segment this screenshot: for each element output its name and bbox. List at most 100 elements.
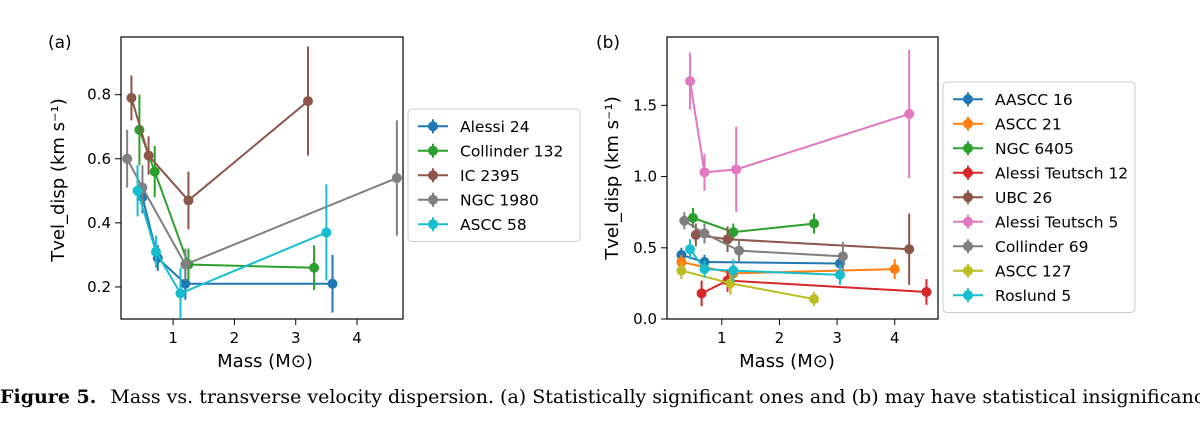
panel-a-series-1 (137, 181, 338, 313)
panel-b-legend-label: ASCC 127 (995, 262, 1072, 280)
panel-a-label: (a) (48, 33, 72, 53)
panel-a-legend-entry: NGC 1980 (418, 191, 539, 209)
panel-b-data-point (690, 229, 701, 240)
panel-a-xtick-label: 1 (168, 329, 178, 347)
caption-label: Figure 5. (0, 386, 97, 408)
panel-a-ytick-label: 0.4 (87, 214, 111, 232)
panel-a-series-line (136, 190, 327, 295)
panel-a-data-point (150, 246, 161, 257)
panel-b-ytick-label: 1.0 (633, 168, 657, 186)
panel-a-series-line (141, 196, 333, 285)
panel-a-series-4 (122, 120, 402, 281)
caption-text: Mass vs. transverse velocity dispersion.… (110, 386, 1200, 408)
panel-a-ylabel: Tvel_disp (km s⁻¹) (48, 98, 69, 263)
panel-b-data-point (834, 269, 845, 280)
panel-b-data-point (699, 264, 710, 275)
panel-a-data-point (309, 262, 320, 273)
panel-b-legend-label: Alessi Teutsch 12 (995, 164, 1128, 182)
panel-b-legend-marker (963, 118, 973, 129)
panel-b-ytick-label: 0.5 (633, 239, 657, 257)
panel-b-legend-entry: Collinder 69 (953, 238, 1088, 256)
panel-b-ytick-label: 0.0 (633, 310, 657, 328)
panel-b-data-point (904, 244, 915, 255)
panel-a-series-line (126, 158, 398, 266)
panel-b-data-point (679, 215, 690, 226)
panel-b-legend-entry: NGC 6405 (953, 140, 1074, 158)
panel-b-data-point (685, 76, 696, 87)
panel-a-legend-entry: Alessi 24 (418, 118, 530, 136)
panel-b-axes-frame (666, 36, 939, 320)
panel-b-data-point (731, 164, 742, 175)
panel-b-legend-entry: UBC 26 (953, 189, 1052, 207)
panel-b-legend-marker (963, 241, 973, 252)
panel-a-xtick-label: 4 (352, 329, 362, 347)
panel-b-xtick-label: 3 (832, 329, 842, 347)
panel-b-data-point (728, 265, 739, 276)
panel-b-legend-marker (963, 167, 973, 178)
panel-b-legend-label: NGC 6405 (995, 140, 1074, 158)
panel-a-data-point (321, 227, 332, 238)
panel-b-legend-frame (942, 81, 1136, 313)
panel-b-ylabel: Tvel_disp (km s⁻¹) (602, 96, 623, 261)
panel-b-series-6 (685, 49, 915, 213)
panel-b-series-3 (687, 207, 820, 241)
panel-a-data-point (391, 173, 402, 183)
panel-b-series-line (692, 216, 815, 234)
panel-b-data-point (696, 288, 707, 299)
panel-a-legend-label: ASCC 58 (460, 216, 527, 234)
panel-b-data-point (921, 286, 932, 297)
panel-a-legend-label: NGC 1980 (460, 191, 539, 209)
panel-a-legend-entry: ASCC 58 (418, 216, 527, 234)
panel-b-legend-marker (963, 265, 973, 276)
panel-b-legend-label: Collinder 69 (995, 238, 1088, 256)
panel-b-data-point (734, 245, 745, 256)
panel-a-data-point (175, 288, 186, 299)
panel-b-series-7 (679, 212, 848, 271)
panel-b-series-8 (676, 262, 820, 307)
panel-a-series-3 (126, 46, 313, 230)
panel-b-series-line (683, 219, 843, 258)
panel-a-data-point (327, 278, 338, 289)
panel-b-data-point (699, 167, 710, 178)
panel-b-legend-entry: Alessi Teutsch 5 (953, 213, 1118, 231)
panel-a-legend-label: Alessi 24 (460, 118, 530, 136)
panel-a-data-point (143, 150, 154, 161)
panel-b-data-point (889, 264, 900, 275)
panel-a-legend-marker (428, 121, 438, 132)
panel-b-data-point (728, 227, 739, 238)
panel-a-legend-marker (428, 194, 438, 205)
panel-b-data-point (809, 294, 820, 305)
panel-a-xtick-label: 3 (291, 329, 301, 347)
panel-a-data-point (183, 195, 194, 206)
panel-b-plot: 1 2 3 4 0.0 0.5 1.0 1.5 (633, 36, 939, 347)
panel-b-data-point (904, 108, 915, 119)
panel-a-legend-entry: IC 2395 (418, 167, 520, 185)
panel-b-data-point (676, 265, 687, 276)
panel-b-series-line (689, 248, 841, 276)
panel-a-data-point (180, 278, 191, 289)
panel-b-ytick-label: 1.5 (633, 96, 657, 114)
panel-b-legend-label: ASCC 21 (995, 115, 1062, 133)
panel-b-xtick-label: 1 (717, 329, 727, 347)
panel-a-legend-label: IC 2395 (460, 167, 520, 185)
panel-b-legend-entry: Alessi Teutsch 12 (953, 164, 1128, 182)
panel-b-series-line (689, 80, 910, 174)
panel-b-data-point (722, 234, 733, 245)
panel-b-xtick-label: 2 (775, 329, 785, 347)
panel-b-legend-marker (963, 94, 973, 105)
panel-a-series-line (130, 97, 309, 202)
panel-a-data-point (149, 166, 160, 177)
panel-a-ytick-label: 0.6 (87, 150, 111, 168)
panel-b-legend-label: UBC 26 (995, 189, 1052, 207)
panel-a-legend-entry: Collinder 132 (418, 142, 563, 160)
panel-b-legend-marker (963, 290, 973, 301)
panel-a-legend: Alessi 24 Collinder 132 IC 2395 NGC 1980 ASC… (407, 108, 581, 242)
panel-a-data-point (126, 92, 137, 103)
panel-a-xtick-label: 2 (230, 329, 240, 347)
panel-b-legend-entry: Roslund 5 (953, 287, 1071, 305)
panel-a-series-5 (132, 165, 332, 319)
panel-b-legend-label: Roslund 5 (995, 287, 1071, 305)
panel-a-legend-marker (428, 219, 438, 230)
panel-b-legend-label: Alessi Teutsch 5 (995, 213, 1118, 231)
panel-a-data-point (122, 153, 133, 164)
